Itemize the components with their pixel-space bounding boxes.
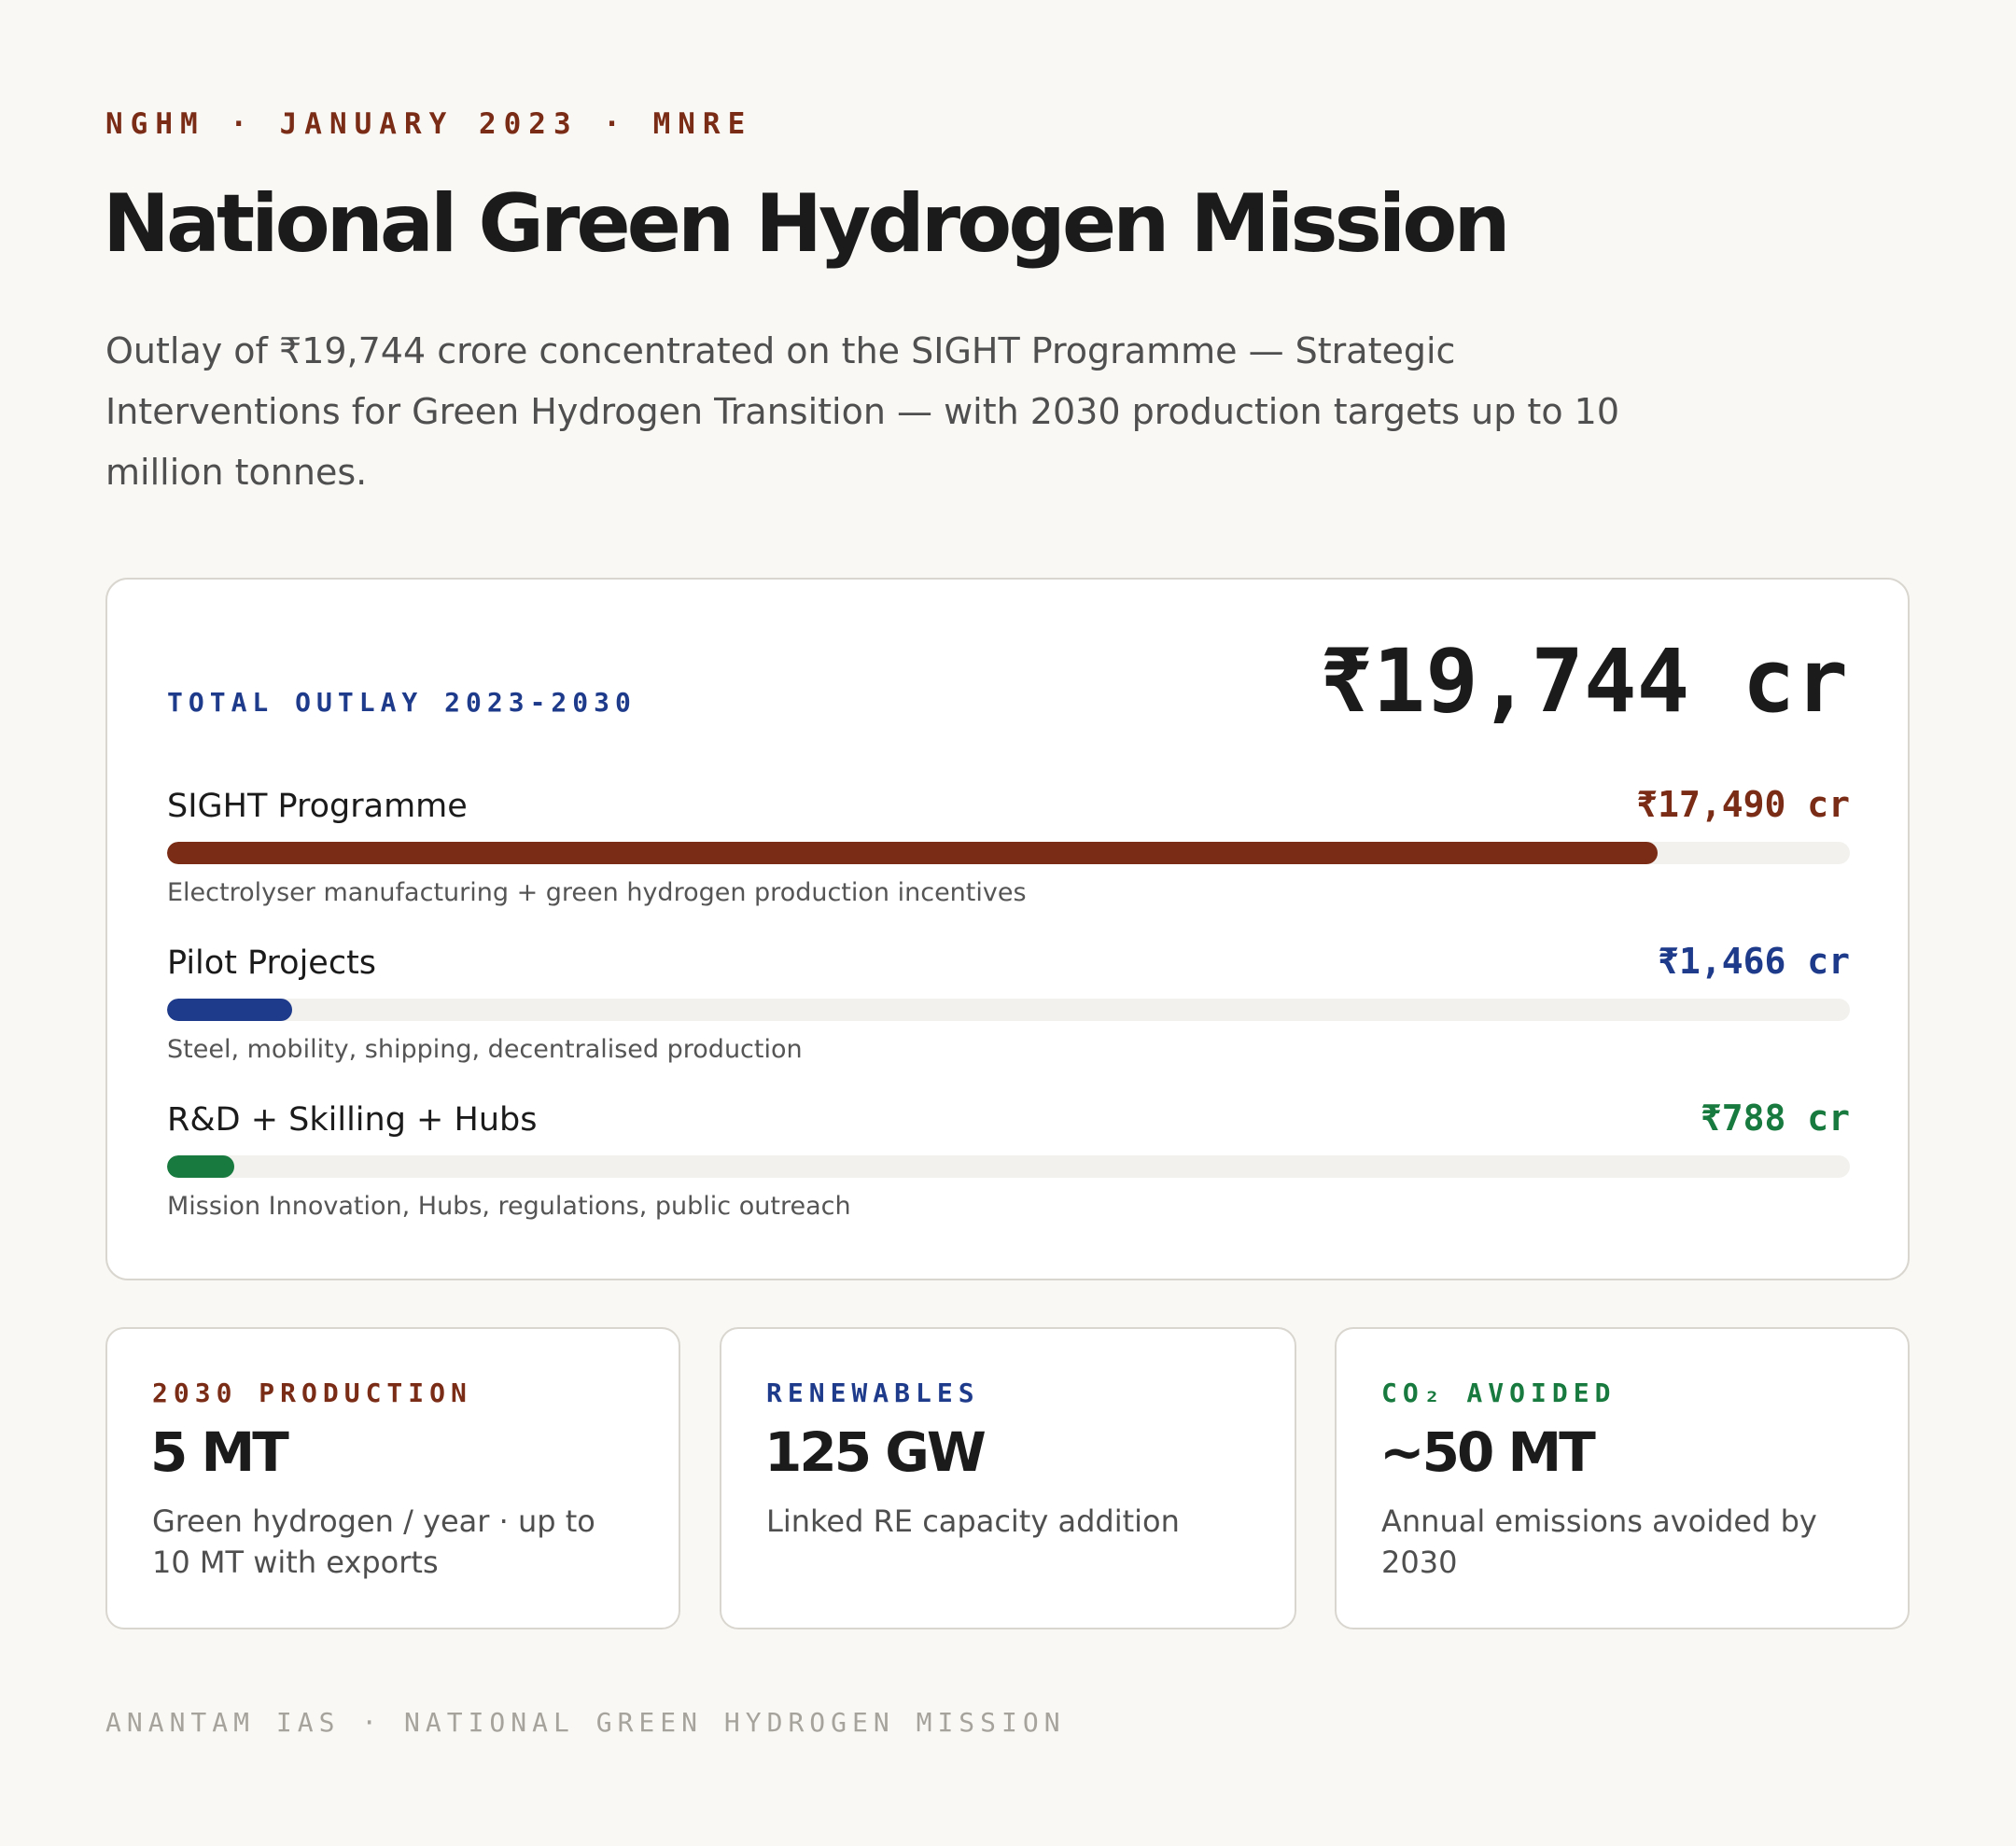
allocation-name: SIGHT Programme	[167, 788, 468, 825]
allocation-bar	[167, 999, 292, 1021]
allocation-bar	[167, 1155, 234, 1178]
allocation-note: Electrolyser manufacturing + green hydro…	[167, 878, 1027, 907]
allocation-note: Mission Innovation, Hubs, regulations, p…	[167, 1192, 851, 1221]
allocation-amount: ₹788 cr	[1700, 1098, 1850, 1139]
allocation-track	[167, 1155, 1850, 1178]
stat-card-production: 2030 PRODUCTION 5 MT Green hydrogen / ye…	[105, 1327, 680, 1629]
page-title: National Green Hydrogen Mission	[103, 177, 1511, 271]
stat-description: Linked RE capacity addition	[766, 1503, 1180, 1539]
allocation-row-pilot: Pilot Projects ₹1,466 cr Steel, mobility…	[167, 941, 1850, 1066]
total-outlay-value: ₹19,744 cr	[1320, 631, 1848, 733]
eyebrow: NGHM · JANUARY 2023 · MNRE	[105, 107, 753, 141]
lede: Outlay of ₹19,744 crore concentrated on …	[105, 330, 1619, 493]
allocation-name: Pilot Projects	[167, 944, 377, 982]
allocation-amount: ₹1,466 cr	[1658, 941, 1850, 982]
allocation-amount: ₹17,490 cr	[1636, 784, 1850, 825]
allocation-track	[167, 842, 1850, 864]
stat-description: Green hydrogen / year · up to 10 MT with…	[152, 1503, 595, 1580]
stat-label: RENEWABLES	[766, 1378, 980, 1408]
allocation-name: R&D + Skilling + Hubs	[167, 1101, 538, 1139]
allocation-track	[167, 999, 1850, 1021]
allocation-row-rnd: R&D + Skilling + Hubs ₹788 cr Mission In…	[167, 1098, 1850, 1223]
stat-description: Annual emissions avoided by 2030	[1381, 1503, 1817, 1580]
footer: ANANTAM IAS · NATIONAL GREEN HYDROGEN MI…	[105, 1707, 1066, 1738]
stat-card-renewables: RENEWABLES 125 GW Linked RE capacity add…	[720, 1327, 1296, 1629]
stat-label: CO₂ AVOIDED	[1381, 1378, 1617, 1408]
stat-value: ~50 MT	[1379, 1420, 1596, 1484]
outlay-card: TOTAL OUTLAY 2023-2030 ₹19,744 cr SIGHT …	[105, 578, 1910, 1280]
stat-label: 2030 PRODUCTION	[152, 1378, 472, 1408]
allocation-note: Steel, mobility, shipping, decentralised…	[167, 1035, 803, 1064]
total-outlay-label: TOTAL OUTLAY 2023-2030	[167, 687, 637, 718]
allocation-row-sight: SIGHT Programme ₹17,490 cr Electrolyser …	[167, 784, 1850, 909]
stat-card-co2: CO₂ AVOIDED ~50 MT Annual emissions avoi…	[1335, 1327, 1910, 1629]
stat-value: 5 MT	[150, 1420, 289, 1484]
allocation-bar	[167, 842, 1658, 864]
stat-value: 125 GW	[764, 1420, 987, 1484]
